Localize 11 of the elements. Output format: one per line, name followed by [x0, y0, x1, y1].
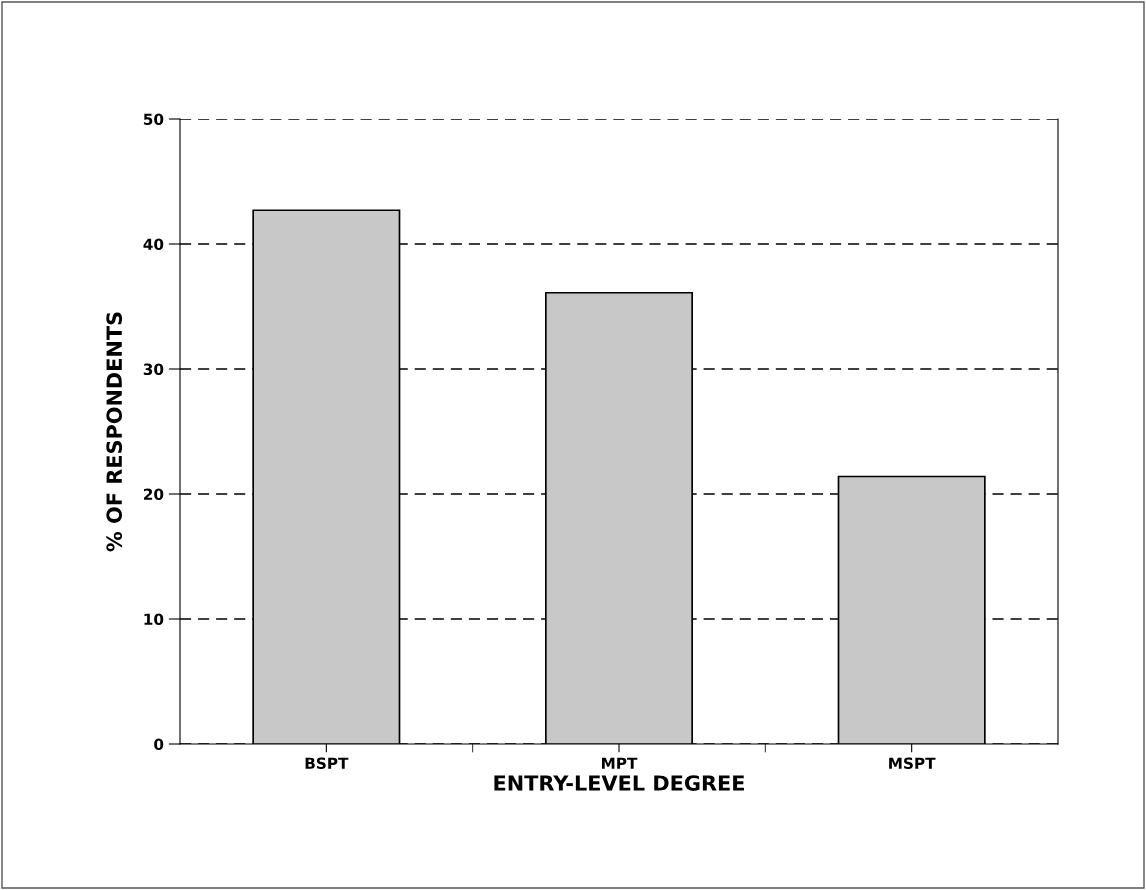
x-tick-label: MSPT — [889, 757, 936, 770]
y-tick-label: 50 — [143, 113, 164, 126]
y-tick-label: 20 — [143, 488, 164, 501]
y-axis-title: % OF RESPONDENTS — [106, 312, 123, 552]
y-tick-label: 30 — [143, 363, 164, 376]
x-tick-label: BSPT — [305, 757, 349, 770]
y-tick-label: 0 — [154, 738, 164, 751]
x-tick-label: MPT — [601, 757, 638, 769]
y-tick-label: 10 — [144, 613, 164, 626]
y-tick-label: 40 — [143, 238, 164, 251]
x-axis-title: ENTRY-LEVEL DEGREE — [494, 775, 744, 791]
